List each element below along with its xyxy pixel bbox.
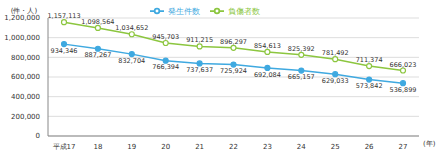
svg-text:692,084: 692,084 — [254, 71, 281, 79]
svg-text:536,899: 536,899 — [390, 86, 417, 94]
svg-text:1,034,652: 1,034,652 — [115, 24, 148, 32]
svg-text:766,394: 766,394 — [152, 63, 179, 71]
svg-text:573,842: 573,842 — [356, 82, 383, 90]
svg-text:896,297: 896,297 — [220, 38, 247, 46]
svg-text:832,704: 832,704 — [118, 57, 145, 65]
svg-text:911,215: 911,215 — [186, 36, 213, 44]
svg-text:26: 26 — [365, 143, 374, 151]
svg-text:725,924: 725,924 — [220, 67, 247, 75]
svg-text:737,637: 737,637 — [186, 66, 213, 74]
svg-text:1,000,000: 1,000,000 — [8, 34, 40, 42]
html-text:負傷者数: 負傷者数 — [227, 6, 260, 16]
svg-text:21: 21 — [195, 143, 204, 151]
svg-text:1,098,564: 1,098,564 — [81, 18, 114, 26]
svg-text:19: 19 — [127, 143, 136, 151]
svg-text:665,157: 665,157 — [288, 73, 315, 81]
svg-text:0: 0 — [36, 132, 40, 140]
html-text:発生件数: 発生件数 — [167, 6, 200, 16]
svg-text:23: 23 — [263, 143, 272, 151]
svg-text:666,023: 666,023 — [390, 61, 417, 69]
svg-text:18: 18 — [93, 143, 102, 151]
svg-text:平成17: 平成17 — [53, 143, 76, 151]
svg-text:(件・人): (件・人) — [11, 7, 38, 15]
svg-text:934,346: 934,346 — [51, 47, 78, 55]
svg-text:711,374: 711,374 — [356, 56, 383, 64]
svg-text:629,033: 629,033 — [322, 77, 349, 85]
svg-text:25: 25 — [331, 143, 340, 151]
svg-text:1,200,000: 1,200,000 — [8, 14, 40, 22]
svg-text:27: 27 — [399, 143, 408, 151]
svg-text:781,492: 781,492 — [322, 49, 349, 57]
svg-text:825,392: 825,392 — [288, 45, 315, 53]
svg-text:1,157,113: 1,157,113 — [47, 12, 80, 20]
svg-text:400,000: 400,000 — [11, 93, 40, 101]
svg-text:200,000: 200,000 — [11, 113, 40, 121]
svg-text:887,267: 887,267 — [84, 51, 111, 59]
svg-text:(年): (年) — [423, 140, 436, 148]
svg-text:945,703: 945,703 — [152, 33, 179, 41]
svg-text:600,000: 600,000 — [11, 73, 40, 81]
svg-text:854,613: 854,613 — [254, 42, 281, 50]
svg-text:24: 24 — [297, 143, 306, 151]
svg-text:20: 20 — [161, 143, 170, 151]
svg-text:22: 22 — [229, 143, 238, 151]
svg-text:800,000: 800,000 — [11, 54, 40, 62]
